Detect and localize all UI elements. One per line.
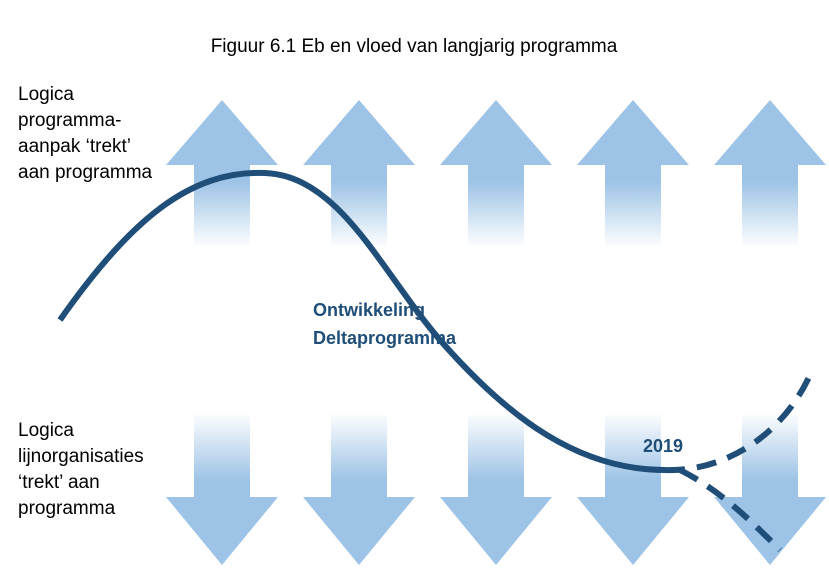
top-label: Logica programma- aanpak ‘trekt’ aan pro… [18, 84, 153, 183]
down-arrows [166, 412, 826, 565]
title: Figuur 6.1 Eb en vloed van langjarig pro… [211, 36, 618, 57]
dashed-down [678, 467, 783, 553]
bottom-label: Logica lijnorganisaties ‘trekt’ aan prog… [18, 420, 149, 519]
year-label: 2019 [643, 436, 683, 456]
curve-label: Ontwikkeling Deltaprogramma [313, 300, 457, 348]
curve [57, 169, 666, 473]
